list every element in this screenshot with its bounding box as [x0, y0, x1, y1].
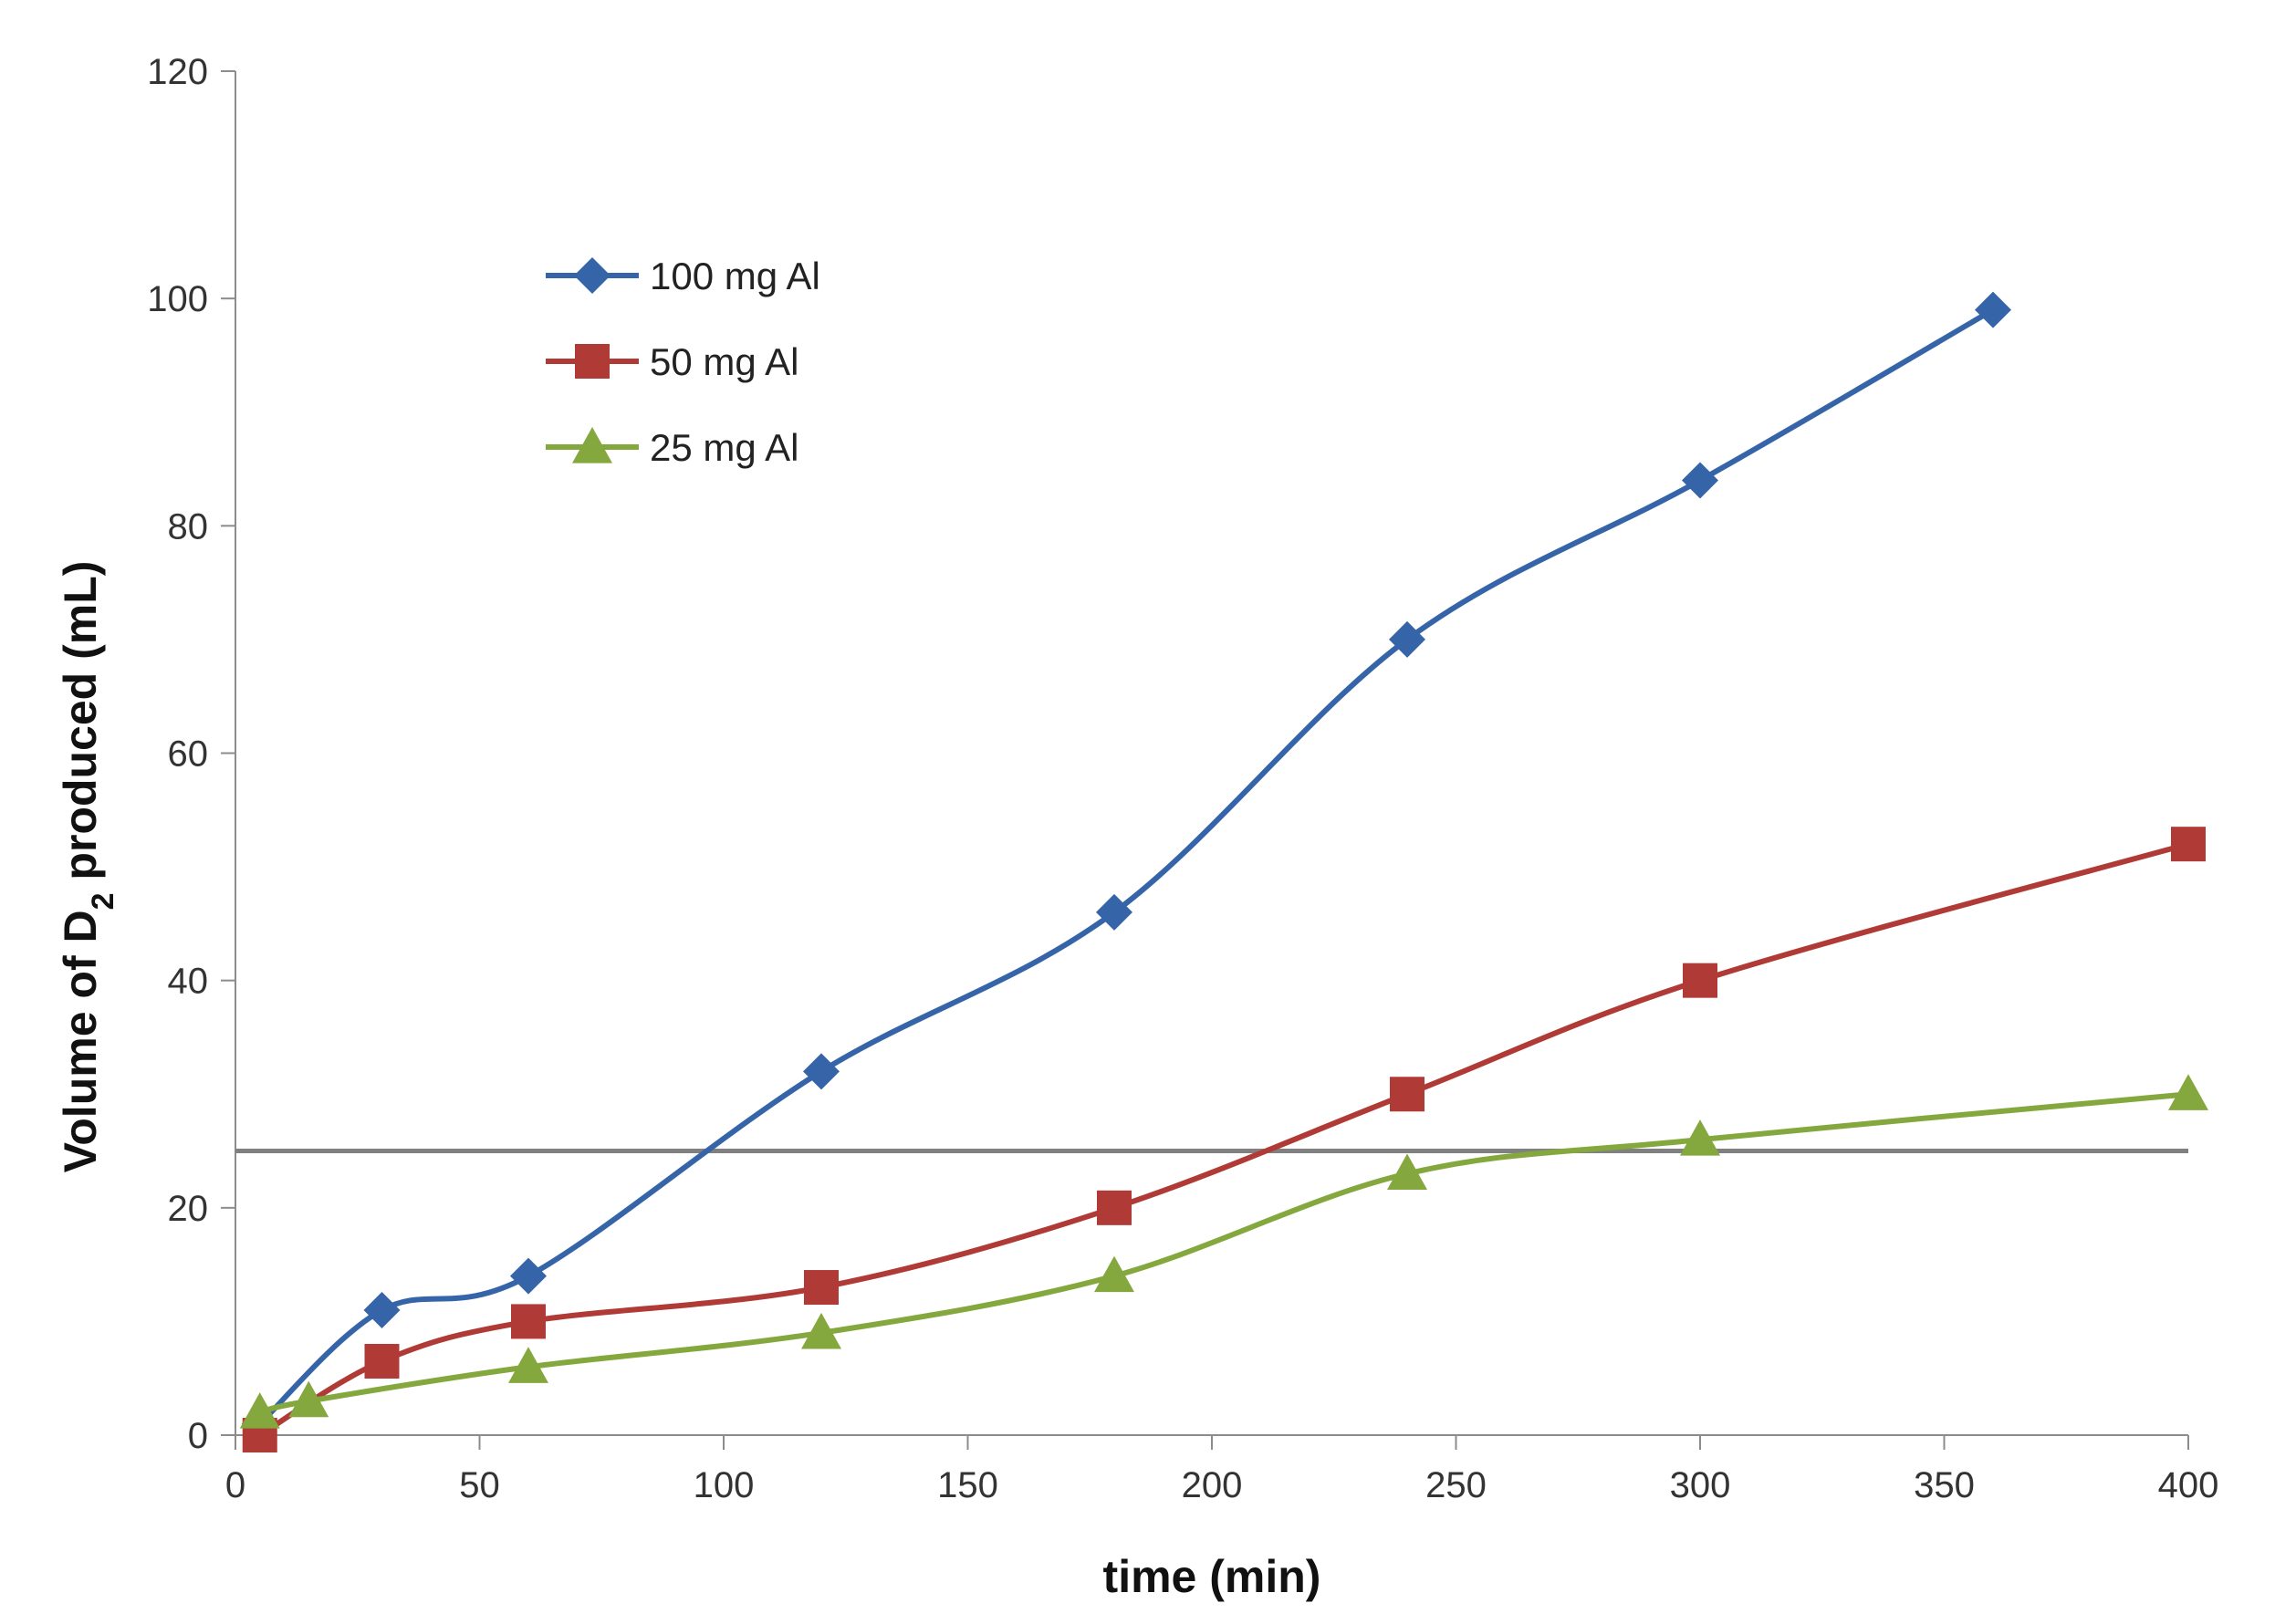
- y-axis-title-prefix: Volume of D: [55, 910, 106, 1172]
- series-line: [256, 307, 1996, 1427]
- series-1: [242, 827, 2206, 1452]
- data-point: [1096, 893, 1132, 931]
- legend: 100 mg Al 50 mg Al 25 mg Al: [546, 255, 820, 469]
- data-point: [364, 1344, 400, 1379]
- x-tick-label: 350: [1914, 1465, 1975, 1505]
- y-tick-label: 40: [168, 962, 209, 1002]
- data-point: [288, 1380, 329, 1418]
- x-tick-label: 250: [1425, 1465, 1487, 1505]
- series-line: [256, 841, 2191, 1438]
- data-point: [510, 1257, 547, 1295]
- data-point: [508, 1347, 548, 1383]
- data-point: [1387, 1153, 1427, 1191]
- y-axis-title: Volume of D2 produced (mL): [55, 561, 120, 1173]
- x-tick-label: 150: [937, 1465, 998, 1505]
- x-tick-label: 200: [1182, 1465, 1243, 1505]
- series-0: [241, 291, 2011, 1442]
- data-point: [511, 1304, 546, 1339]
- data-point: [1094, 1255, 1134, 1293]
- legend-label: 100 mg Al: [650, 255, 820, 297]
- x-axis-title: time (min): [1103, 1551, 1321, 1602]
- y-tick-label: 60: [168, 734, 209, 775]
- data-point: [2168, 1074, 2208, 1110]
- legend-item: 25 mg Al: [546, 426, 798, 469]
- x-tick-label: 400: [2158, 1465, 2219, 1505]
- y-axis-title-suffix: produced (mL): [55, 561, 106, 893]
- data-point: [1389, 620, 1425, 658]
- series-line: [256, 1091, 2191, 1416]
- x-tick-label: 50: [459, 1465, 500, 1505]
- series-layer: [239, 291, 2208, 1452]
- y-tick-label: 100: [147, 279, 208, 319]
- legend-marker: [574, 257, 610, 294]
- legend-label: 50 mg Al: [650, 340, 798, 383]
- data-point: [1683, 963, 1717, 998]
- data-point: [803, 1053, 840, 1090]
- y-tick-label: 80: [168, 506, 209, 547]
- axes: 0 20 40 60 80 100 120 0 50 100 150 200 250 300 350 400: [147, 52, 2218, 1505]
- x-tick-label: 100: [694, 1465, 755, 1505]
- legend-item: 50 mg Al: [546, 340, 798, 383]
- y-tick-label: 20: [168, 1189, 209, 1229]
- data-point: [1680, 1119, 1720, 1156]
- y-tick-label: 0: [188, 1416, 208, 1456]
- legend-label: 25 mg Al: [650, 426, 798, 469]
- data-point: [1682, 462, 1718, 499]
- data-point: [239, 1392, 280, 1429]
- data-point: [1390, 1077, 1424, 1112]
- data-point: [804, 1270, 839, 1306]
- data-point: [1097, 1190, 1132, 1225]
- legend-marker: [572, 427, 612, 463]
- y-tick-label: 120: [147, 52, 208, 92]
- data-point: [363, 1291, 401, 1328]
- legend-marker: [575, 344, 610, 379]
- x-tick-label: 300: [1670, 1465, 1731, 1505]
- data-point: [2171, 827, 2206, 862]
- data-point: [1975, 291, 2011, 328]
- data-point: [801, 1312, 841, 1349]
- series-2: [239, 1074, 2208, 1429]
- x-tick-label: 0: [225, 1465, 245, 1505]
- legend-item: 100 mg Al: [546, 255, 820, 297]
- y-axis-title-subscript: 2: [86, 892, 120, 910]
